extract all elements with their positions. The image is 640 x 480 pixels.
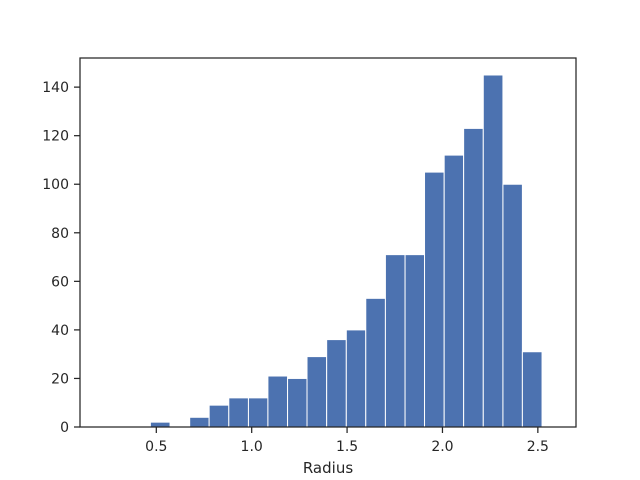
y-tick-label: 40 bbox=[51, 323, 69, 339]
histogram-bar bbox=[482, 74, 504, 428]
histogram-bar bbox=[365, 297, 386, 428]
histogram-bar bbox=[502, 183, 523, 428]
histogram-bar bbox=[208, 404, 230, 428]
histogram-bar bbox=[463, 127, 484, 428]
histogram-bar bbox=[404, 254, 426, 428]
y-tick-label: 0 bbox=[60, 420, 69, 436]
x-tick-label: 2.5 bbox=[527, 439, 549, 455]
y-tick-label: 60 bbox=[51, 274, 69, 290]
histogram-bar bbox=[326, 339, 347, 428]
y-tick-label: 100 bbox=[42, 177, 69, 193]
plot-frame bbox=[79, 57, 577, 428]
y-tick-label: 140 bbox=[42, 80, 69, 96]
histogram-bar bbox=[149, 421, 171, 428]
histogram-bar bbox=[424, 171, 445, 428]
histogram-bar bbox=[306, 356, 328, 428]
histogram-bar bbox=[189, 416, 210, 428]
x-tick-label: 1.0 bbox=[241, 439, 263, 455]
histogram-bar bbox=[247, 397, 269, 428]
histogram-bars bbox=[149, 74, 543, 428]
x-axis-ticks: 0.5 1.0 1.5 2.0 2.5 bbox=[145, 427, 549, 455]
y-tick-label: 80 bbox=[51, 226, 69, 242]
x-axis-label: Radius bbox=[303, 459, 353, 477]
y-axis-ticks: 0 20 40 60 80 100 120 140 bbox=[42, 80, 80, 436]
y-tick-label: 120 bbox=[42, 129, 69, 145]
histogram-bar bbox=[443, 154, 465, 428]
y-tick-label: 20 bbox=[51, 371, 69, 387]
histogram-bar bbox=[345, 329, 367, 428]
histogram-bar bbox=[521, 351, 543, 428]
histogram-bar bbox=[287, 377, 308, 428]
x-tick-label: 1.5 bbox=[336, 439, 358, 455]
x-tick-label: 2.0 bbox=[431, 439, 453, 455]
histogram-bar bbox=[267, 375, 289, 428]
histogram-bar bbox=[228, 397, 249, 428]
x-tick-label: 0.5 bbox=[145, 439, 167, 455]
histogram-bar bbox=[384, 254, 406, 428]
